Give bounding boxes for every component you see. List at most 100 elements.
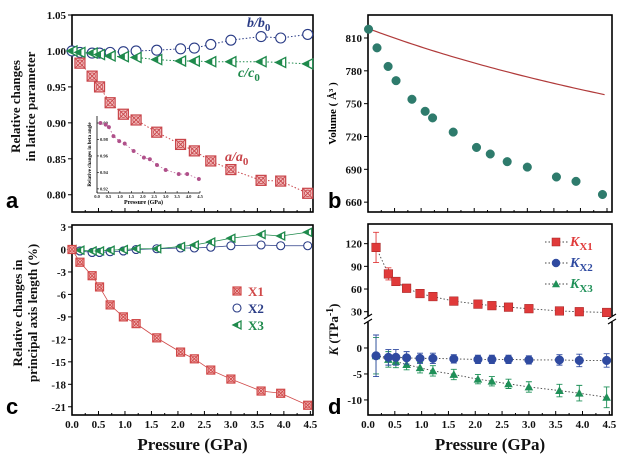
data-point-KX2 (449, 354, 459, 364)
data-point-KX2 (371, 351, 381, 361)
data-point-b/b0 (302, 28, 314, 40)
data-point-X1-cross (176, 347, 185, 357)
data-point-X1-ring (207, 367, 214, 374)
x-tick-label: 3.5 (549, 419, 563, 431)
data-point-KX2 (428, 353, 438, 363)
data-point-X1-ring (107, 301, 114, 308)
legend-label-KX1: KX1 (569, 235, 593, 253)
data-point-volume (551, 172, 561, 182)
y-tick-label: 60 (351, 284, 363, 296)
data-point-X1-ring (69, 246, 76, 253)
data-point-a/a0-ring (176, 140, 185, 149)
data-point-X1-cross (119, 312, 128, 322)
data-point-a/a0-cross (130, 114, 142, 126)
data-point-volume (571, 176, 581, 186)
data-point-volume (383, 61, 393, 71)
data-point-X2 (276, 241, 286, 251)
data-point-a/a0-cross (104, 97, 116, 109)
data-point-X1-ring (177, 349, 184, 356)
data-point-X3-fill (152, 246, 158, 252)
inset-y-tick-label: 0.92 (100, 186, 109, 191)
y-tick-label: 3 (61, 222, 67, 234)
inset-x-tick-label: 4.0 (186, 194, 192, 199)
data-point-KX3 (574, 388, 584, 397)
data-point-a/a0-cross (275, 175, 287, 187)
x-tick-label: 4.5 (602, 419, 616, 431)
x-tick-label: 3.5 (251, 419, 265, 431)
data-point-KX3 (449, 370, 459, 378)
data-point-volume (502, 157, 512, 167)
panel-label-c: c (6, 394, 18, 419)
data-point-c/c0-fill (67, 47, 74, 55)
inset-data-point (163, 167, 168, 172)
y-tick-label: 30 (351, 307, 363, 319)
series-line-a/a0 (79, 62, 308, 194)
data-point-X1-ring (191, 355, 198, 362)
data-point-X2 (256, 240, 266, 250)
data-point-a/a0-ring (207, 157, 215, 165)
data-point-a/a0-cross (118, 108, 129, 120)
data-point-KX2 (554, 355, 564, 365)
inset-y-axis-label: Relative changes in beta angle (88, 122, 93, 187)
y-axis-label-part: K (326, 346, 341, 357)
data-point-a/a0-cross (255, 175, 267, 186)
data-point-a/a0-cross (175, 139, 186, 150)
y-tick-label: -15 (51, 357, 66, 369)
y-tick-label: 660 (346, 197, 363, 209)
data-point-KX3 (504, 379, 513, 388)
legend-label-X3: X3 (248, 318, 264, 333)
data-point-b/b0 (151, 44, 163, 56)
inset-y-tick-label: 0.96 (100, 153, 109, 158)
data-point-b/b0 (225, 34, 237, 46)
data-point-volume (407, 94, 417, 104)
series-label-b-b0-part: b/b (247, 16, 265, 31)
data-point-X1-ring (96, 283, 103, 290)
inset-data-point (147, 157, 152, 162)
legend-marker-X2 (232, 303, 242, 313)
y-tick-label: -18 (51, 379, 66, 391)
inset-x-axis-label: Pressure (GPa) (124, 199, 163, 206)
data-point-X3-fill (206, 239, 212, 245)
y-tick-label: -3 (57, 267, 67, 279)
data-point-KX1 (554, 306, 564, 316)
data-point-X1-ring (258, 388, 265, 395)
data-point-volume (522, 162, 532, 172)
x-tick-label: 0.0 (361, 419, 375, 431)
data-point-a/a0-cross (302, 187, 314, 199)
series-label-a-a0-part: 0 (243, 156, 249, 168)
y-tick-label: 120 (346, 239, 363, 251)
y-tick-label: 0.95 (47, 82, 67, 94)
data-point-KX2 (503, 354, 514, 364)
fit-curve (368, 28, 605, 96)
data-point-volume (420, 106, 430, 116)
data-point-X1-cross (303, 400, 313, 410)
data-point-X1-cross (226, 374, 236, 384)
y-tick-label: -6 (57, 289, 67, 301)
inset-data-point (176, 172, 181, 177)
data-point-X1-cross (152, 333, 162, 343)
inset-x-tick-label: 1.5 (129, 194, 135, 199)
data-point-X3-fill (276, 233, 282, 239)
data-point-KX2 (391, 352, 401, 362)
data-point-volume (471, 142, 482, 152)
series-label-c-c0-part: c/c (238, 66, 255, 81)
data-point-b/b0 (255, 31, 267, 43)
data-point-X1-cross (256, 386, 266, 396)
legend-label-KX2: KX2 (569, 256, 593, 274)
data-point-KX3 (487, 376, 497, 385)
data-point-a/a0-cross (225, 164, 237, 175)
inset-x-tick-label: 4.5 (197, 194, 203, 199)
data-point-volume (448, 127, 458, 137)
y-tick-label: 0.85 (47, 154, 67, 166)
inset-data-point (122, 141, 127, 146)
data-point-X1-ring (76, 259, 83, 266)
data-point-KX1 (487, 301, 497, 311)
data-point-c/c0-fill (275, 59, 283, 66)
data-point-X1-cross (105, 300, 115, 310)
data-point-X1-ring (153, 334, 160, 341)
data-point-a/a0-ring (227, 165, 235, 174)
x-tick-label: 3.0 (522, 419, 536, 431)
data-point-KX1 (602, 307, 612, 318)
panel-label-b: b (328, 188, 341, 213)
inset-x-tick-label: 0.0 (94, 194, 100, 199)
